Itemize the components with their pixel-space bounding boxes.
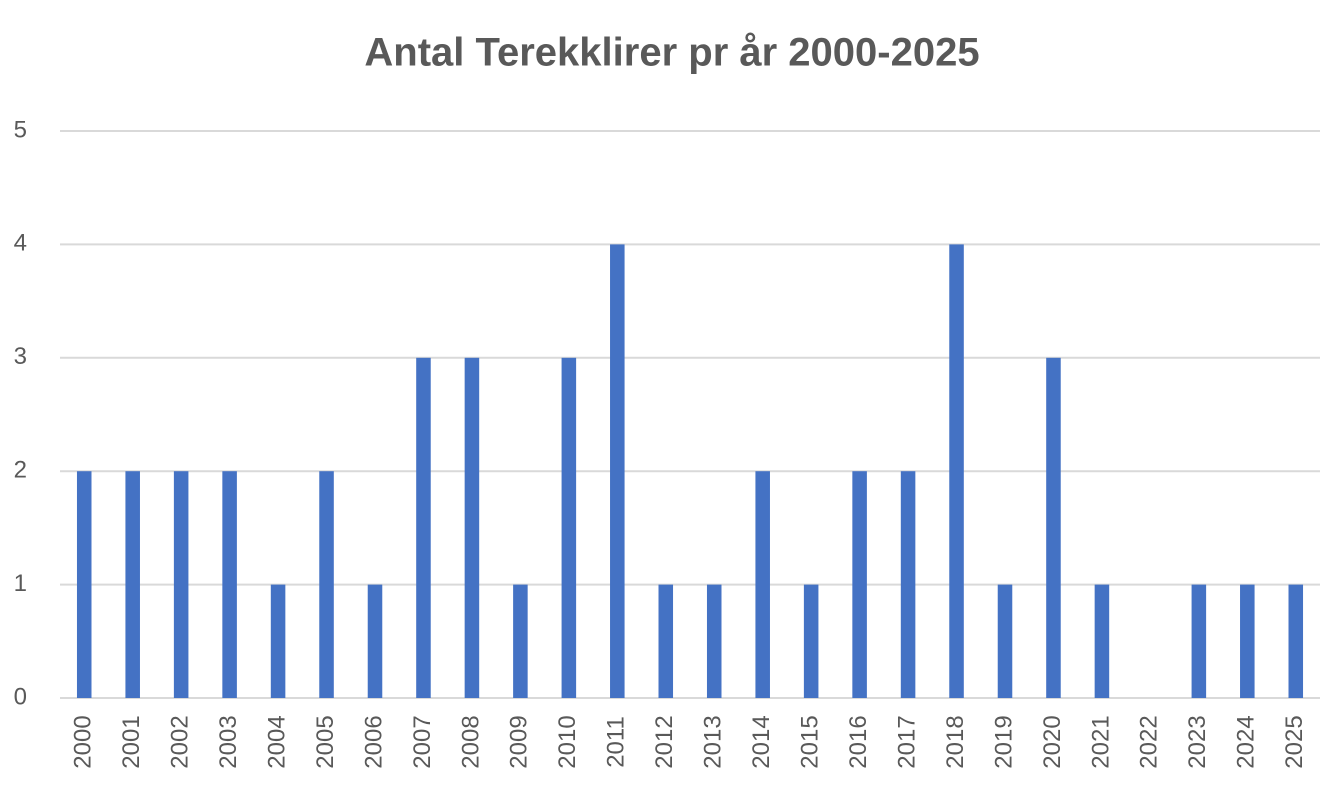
bar [1094,584,1110,698]
bar [1288,584,1304,698]
bar [319,471,334,698]
x-tick-label: 2002 [166,715,193,768]
bar [513,584,528,698]
chart-title: Antal Terekklirer pr år 2000-2025 [364,31,979,75]
x-tick-label: 2009 [506,715,533,768]
bar [610,244,625,698]
x-tick-label: 2011 [603,716,630,768]
x-tick-label: 2014 [748,715,775,768]
x-tick-label: 2023 [1184,715,1211,768]
bar [464,357,480,698]
bar [949,244,964,698]
bar [416,357,431,698]
x-tick-label: 2004 [263,715,290,768]
bar [1046,357,1061,698]
x-tick-label: 2008 [457,715,484,768]
bar [1240,584,1255,698]
bar [658,584,674,698]
bar [1191,584,1207,698]
x-tick-label: 2012 [651,715,678,768]
x-tick-label: 2000 [70,715,97,768]
bar [173,471,189,698]
x-tick-label: 2017 [893,715,920,768]
bar [997,584,1013,698]
bar [803,584,819,698]
x-tick-label: 2015 [796,715,823,768]
bar [852,471,867,698]
bar [125,471,140,698]
x-tick-label: 2006 [360,715,387,768]
y-tick-label: 2 [14,457,27,484]
bar [270,584,286,698]
bar [76,471,92,698]
x-tick-label: 2018 [942,715,969,768]
y-tick-label: 5 [14,116,27,143]
y-tick-label: 4 [14,230,27,257]
bar [755,471,770,698]
x-tick-label: 2007 [409,715,436,768]
x-tick-label: 2010 [554,715,581,768]
x-tick-label: 2016 [845,715,872,768]
x-tick-label: 2020 [1039,715,1066,768]
x-tick-label: 2001 [118,715,145,768]
x-tick-label: 2025 [1281,715,1308,768]
x-tick-label: 2019 [990,715,1017,768]
y-tick-label: 1 [14,570,27,597]
bar [561,357,577,698]
x-tick-label: 2005 [312,715,339,768]
x-tick-label: 2022 [1136,715,1163,768]
x-tick-label: 2021 [1087,715,1114,768]
x-tick-label: 2003 [215,715,242,768]
y-tick-label: 3 [14,343,27,370]
bar [222,471,237,698]
x-tick-label: 2024 [1233,715,1260,768]
bar [900,471,916,698]
y-tick-label: 0 [14,683,27,710]
bar [367,584,383,698]
bar [706,584,722,698]
x-tick-label: 2013 [700,715,727,768]
